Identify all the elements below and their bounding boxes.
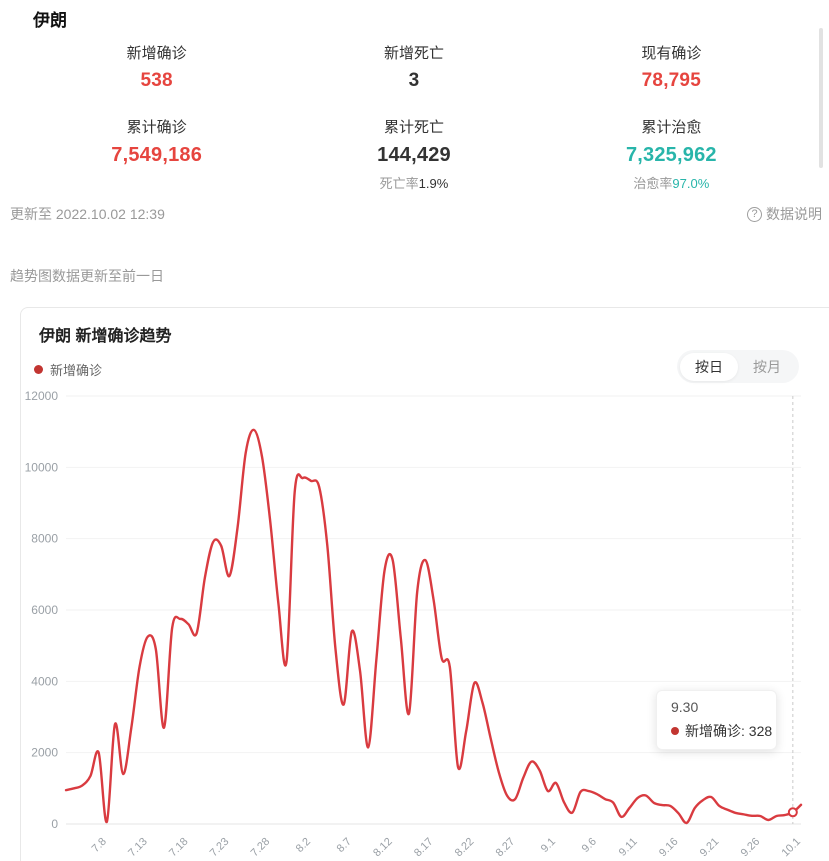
chart-tooltip: 9.30 新增确诊: 328	[656, 690, 777, 750]
stat-value: 3	[408, 70, 420, 91]
scrollbar-thumb[interactable]	[819, 28, 823, 168]
data-note-label: 数据说明	[766, 206, 822, 222]
tooltip-date: 9.30	[671, 699, 699, 715]
x-axis-label: 8.7	[335, 836, 354, 855]
trend-line	[64, 428, 803, 825]
x-axis-label: 8.17	[412, 836, 436, 860]
x-axis-label: 7.13	[126, 836, 150, 860]
y-axis-label: 6000	[31, 603, 58, 617]
x-axis-label: 8.12	[371, 836, 395, 860]
y-axis-label: 8000	[31, 532, 58, 546]
cure-rate: 治愈率97.0%	[543, 173, 800, 192]
y-axis-label: 12000	[25, 389, 59, 403]
stat-label: 累计死亡	[383, 119, 444, 136]
stat-label: 累计治愈	[641, 119, 702, 136]
stat-value: 7,549,186	[111, 144, 203, 166]
help-icon: ?	[747, 206, 762, 222]
x-axis-label: 9.26	[739, 836, 763, 860]
trend-note: 趋势图数据更新至前一日	[10, 268, 164, 284]
stat-total-cured: 累计治愈 7,325,962 治愈率97.0%	[543, 116, 800, 192]
x-axis-label: 7.23	[208, 836, 232, 860]
x-axis-label: 8.2	[294, 836, 313, 855]
x-axis-label: 7.28	[249, 836, 273, 860]
x-axis-label: 7.8	[90, 836, 109, 855]
stat-label: 新增确诊	[126, 45, 187, 62]
tooltip-series-dot-icon	[671, 727, 679, 735]
toggle-by-month[interactable]: 按月	[738, 353, 796, 381]
rate-prefix: 治愈率	[633, 176, 673, 191]
updated-at: 更新至 2022.10.02 12:39	[10, 206, 165, 222]
tooltip-series-row: 新增确诊: 328	[671, 721, 772, 741]
trend-line-chart[interactable]: 0 2000 4000 6000 8000 10000 12000 7.8 7.13 7.18 7.…	[21, 388, 811, 861]
page-title: 伊朗	[33, 11, 67, 30]
rate-prefix: 死亡率	[379, 176, 419, 191]
x-axis-label: 8.27	[494, 836, 518, 860]
legend-item[interactable]: 新增确诊	[34, 360, 102, 379]
stat-label: 累计确诊	[126, 119, 187, 136]
meta-row: 更新至 2022.10.02 12:39 ? 数据说明	[10, 204, 822, 224]
stat-new-deaths: 新增死亡 3	[285, 42, 542, 92]
x-axis-label: 8.22	[453, 836, 477, 860]
y-axis-label: 2000	[31, 746, 58, 760]
period-toggle: 按日 按月	[677, 350, 799, 383]
stat-current-confirmed: 现有确诊 78,795	[543, 42, 800, 92]
toggle-by-day[interactable]: 按日	[680, 352, 738, 381]
stat-value: 144,429	[377, 144, 451, 166]
stat-value: 78,795	[641, 70, 701, 91]
stat-total-deaths: 累计死亡 144,429 死亡率1.9%	[285, 116, 542, 192]
highlight-marker	[787, 807, 798, 818]
x-axis-label: 9.16	[657, 836, 681, 860]
stat-total-confirmed: 累计确诊 7,549,186	[28, 116, 285, 192]
stat-label: 新增死亡	[383, 45, 444, 62]
y-axis-label: 10000	[25, 460, 59, 474]
legend-dot-icon	[34, 365, 43, 374]
trend-chart-card: 伊朗 新增确诊趋势 新增确诊 按日 按月 0 2000 4000 6000 8000 10…	[20, 307, 829, 861]
x-axis-label: 7.18	[167, 836, 191, 860]
x-axis-label: 9.6	[580, 836, 599, 855]
tooltip-value: 新增确诊: 328	[685, 723, 773, 739]
stat-new-confirmed: 新增确诊 538	[28, 42, 285, 92]
x-axis-label: 9.21	[698, 836, 722, 860]
rate-value: 1.9%	[418, 176, 449, 191]
data-note-link[interactable]: ? 数据说明	[747, 204, 822, 224]
x-axis-label: 10.1	[779, 836, 803, 860]
chart-title: 伊朗 新增确诊趋势	[39, 328, 172, 345]
x-axis-label: 9.1	[539, 836, 558, 855]
stat-value: 538	[140, 70, 173, 91]
stats-grid: 新增确诊 538 新增死亡 3 现有确诊 78,795 累计确诊 7,549,1…	[28, 42, 800, 192]
y-axis-label: 4000	[31, 674, 58, 688]
x-axis-label: 9.11	[617, 836, 640, 859]
stat-value: 7,325,962	[625, 144, 717, 166]
y-axis-label: 0	[51, 817, 58, 831]
rate-value: 97.0%	[672, 176, 710, 191]
death-rate: 死亡率1.9%	[285, 173, 542, 192]
legend-label: 新增确诊	[50, 363, 103, 378]
stat-label: 现有确诊	[641, 45, 702, 62]
